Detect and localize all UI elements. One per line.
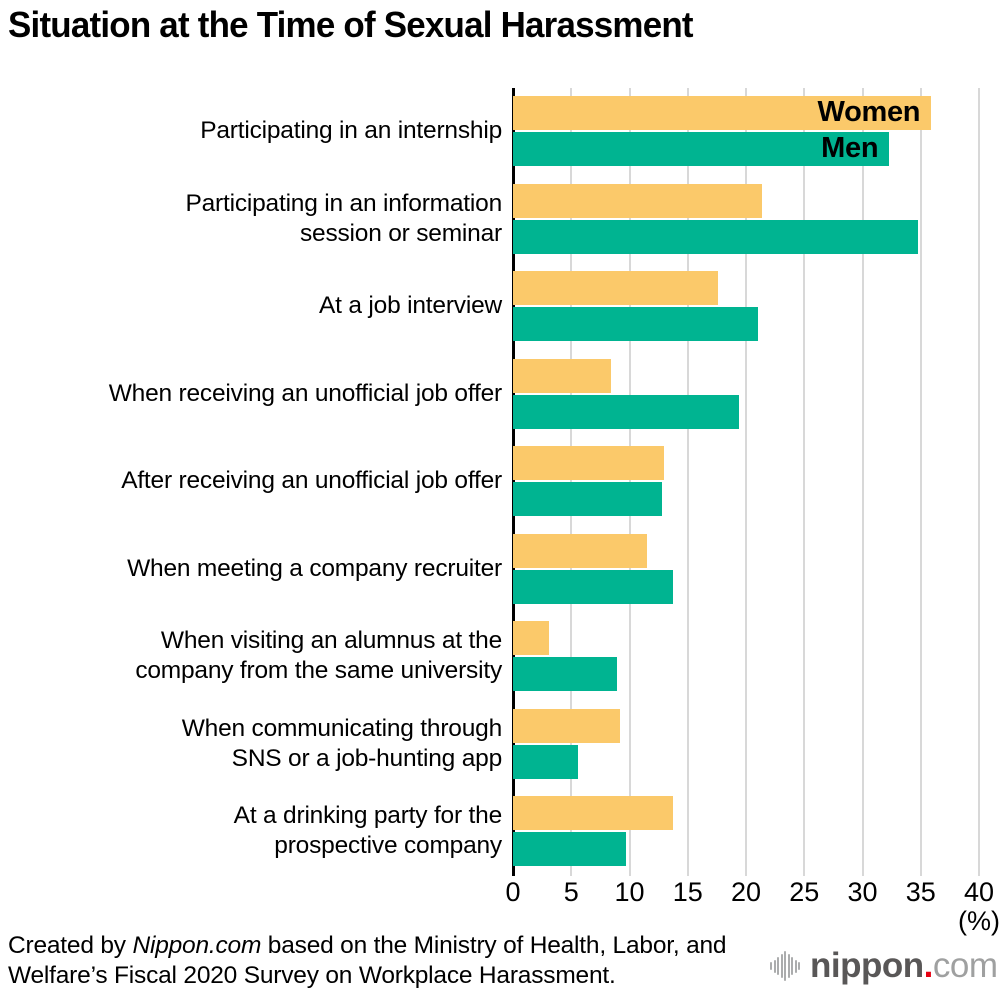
chart-title: Situation at the Time of Sexual Harassme… — [8, 4, 694, 45]
bar-men: Men — [513, 131, 890, 166]
bar-group: When communicating through SNS or a job-h… — [0, 701, 1000, 789]
category-label: At a job interview — [319, 292, 502, 319]
x-tick-label: 40 — [963, 877, 995, 907]
legend-men-label: Men — [821, 131, 879, 164]
gridline — [745, 88, 747, 876]
x-tick-label: 25 — [789, 877, 820, 907]
category-label: When receiving an unofficial job offer — [108, 379, 502, 407]
x-tick-label: 30 — [847, 877, 878, 907]
category-label: When communicating through SNS or a job-h… — [181, 714, 502, 772]
x-tick-label: 5 — [563, 877, 579, 907]
source-line-1: Created by Nippon.com based on the Minis… — [8, 932, 727, 959]
bar-men — [513, 219, 919, 254]
gridline — [978, 88, 980, 876]
x-tick-label: 15 — [672, 877, 703, 907]
bar-men — [513, 569, 673, 604]
bar-men — [513, 657, 617, 691]
category-label: Participating in an internship — [200, 117, 502, 144]
bar-women — [513, 183, 763, 218]
legend-women-label: Women — [817, 95, 921, 128]
bar-women: Women — [513, 95, 932, 130]
bar-men — [513, 482, 663, 516]
x-axis-ticks: 0 5 10 15 20 25 30 35 40 — [0, 877, 1000, 911]
gridline — [686, 88, 689, 876]
bar-women — [513, 271, 719, 305]
bar-men — [513, 832, 626, 866]
bar-men — [513, 744, 579, 779]
logo-name: nippon — [810, 946, 924, 985]
x-tick-label: 35 — [905, 877, 936, 907]
category-label: After receiving an unofficial job offer — [121, 467, 502, 494]
bar-group: When visiting an alumnus at the company f… — [0, 613, 1000, 701]
bar-women — [513, 446, 665, 480]
bar-women — [513, 533, 647, 568]
bar-group: Participating in an internship Women Men — [0, 88, 1000, 176]
x-tick-label: 20 — [730, 877, 762, 907]
x-tick-label: 10 — [614, 877, 645, 907]
bar-group: When receiving an unofficial job offer — [0, 351, 1000, 439]
x-axis-unit-label: (%) — [958, 906, 1000, 936]
source-line-2: Welfare’s Fiscal 2020 Survey on Workplac… — [8, 961, 616, 989]
logo-wave-icon — [770, 951, 800, 981]
gridline — [861, 88, 864, 876]
bar-women — [513, 621, 550, 655]
gridline — [919, 88, 922, 876]
logo-dot: . — [923, 946, 934, 985]
bar-women — [513, 708, 621, 743]
gridline — [803, 88, 806, 876]
bar-men — [513, 307, 758, 341]
bar-group: After receiving an unofficial job offer — [0, 438, 1000, 526]
bar-group: At a drinking party for the prospective c… — [0, 788, 1000, 876]
category-label: When meeting a company recruiter — [127, 554, 502, 582]
source-note: Created by Nippon.com based on the Minis… — [8, 931, 727, 990]
bar-group: Participating in an information session o… — [0, 176, 1000, 264]
category-label: At a drinking party for the prospective c… — [233, 802, 503, 859]
bar-women — [513, 796, 673, 830]
source-credit: Nippon.com — [132, 932, 262, 959]
logo-tld: com — [932, 946, 998, 985]
nippon-logo: nippon.com — [770, 941, 998, 991]
x-tick-label: 0 — [505, 877, 521, 907]
category-label: When visiting an alumnus at the company f… — [135, 627, 502, 684]
logo-text: nippon.com — [810, 946, 998, 986]
bar-group: At a job interview — [0, 263, 1000, 351]
bar-women — [513, 358, 611, 393]
bar-group: When meeting a company recruiter — [0, 526, 1000, 614]
bar-men — [513, 394, 739, 429]
category-label: Participating in an information session o… — [185, 189, 502, 247]
chart-rows: Participating in an internship Women Men Pa… — [0, 88, 1000, 876]
